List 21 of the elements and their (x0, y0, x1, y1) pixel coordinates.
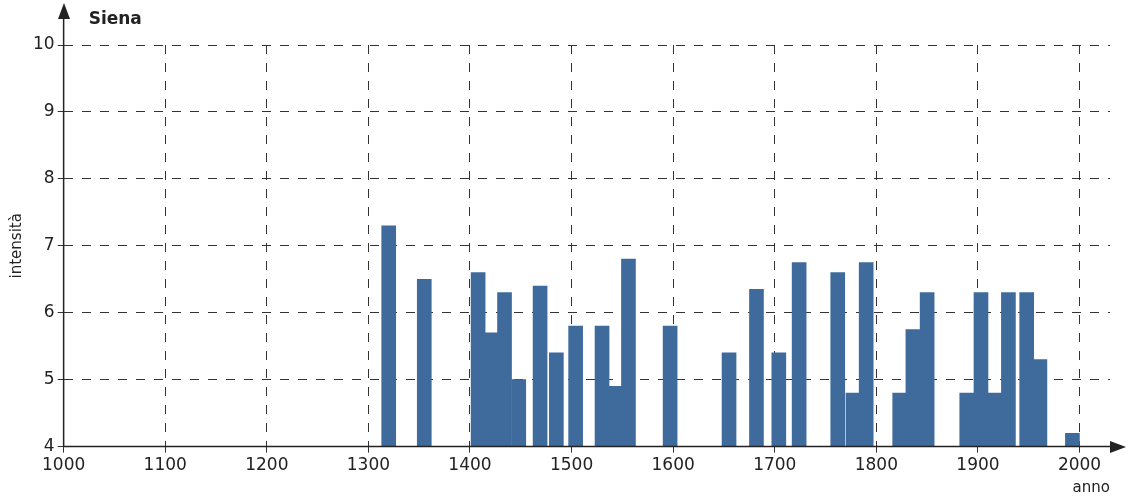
x-tick-label: 1500 (549, 454, 594, 475)
y-axis-title: intensità (6, 213, 25, 279)
x-tick-label: 1800 (854, 454, 898, 475)
y-tick-label: 5 (43, 368, 55, 389)
y-tick-label: 4 (43, 435, 55, 456)
y-tick-label: 10 (32, 33, 55, 54)
x-tick-label: 1700 (753, 454, 797, 475)
x-tick-label: 1100 (143, 454, 187, 475)
x-tick-label: 2000 (1057, 454, 1102, 475)
y-tick-label: 6 (43, 301, 55, 322)
x-tick-label: 1400 (448, 454, 492, 475)
x-tick-label: 1900 (956, 454, 1000, 475)
x-tick-label: 1600 (651, 454, 695, 475)
x-tick-label: 1200 (245, 454, 289, 475)
y-tick-label: 7 (43, 234, 55, 255)
y-tick-label: 9 (43, 100, 55, 121)
chart-title: Siena (88, 8, 142, 29)
x-tick-label: 1300 (346, 454, 391, 475)
x-axis-title: anno (1072, 477, 1110, 496)
y-tick-label: 8 (43, 167, 55, 188)
x-tick-label: 1000 (42, 454, 86, 475)
